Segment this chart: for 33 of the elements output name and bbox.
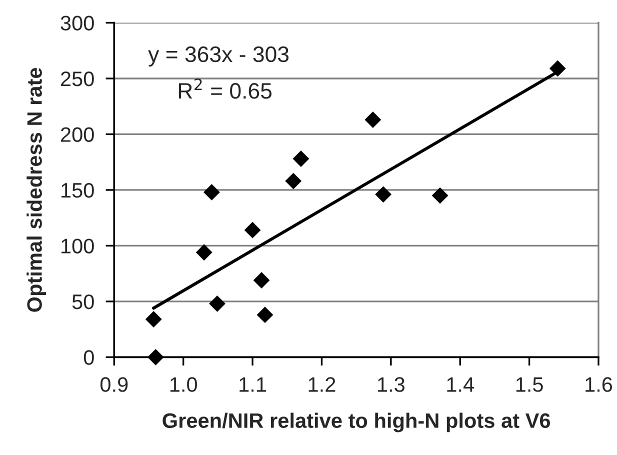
annotation: R$^{2}$ = 0.65 (178, 78, 272, 99)
point (285, 172, 302, 190)
y-tick-label: 300 (60, 16, 94, 31)
x-tick-label: 0.9 (100, 377, 128, 392)
point (209, 295, 226, 312)
x-axis-title: Green/NIR relative to high-N plots at V6 (162, 412, 550, 432)
y-tick-label: 200 (60, 127, 94, 142)
point (432, 187, 448, 204)
y-tick-label: 250 (60, 71, 94, 86)
point (203, 184, 220, 200)
point (292, 150, 310, 167)
x-tick-label: 1.5 (516, 377, 543, 392)
y-tick-label: 0 (84, 350, 94, 365)
point (375, 186, 392, 203)
x-tick-label: 1.4 (447, 377, 474, 392)
y-axis-title: Optimal sidedress N rate (26, 68, 46, 312)
point (549, 60, 566, 77)
x-tick-label: 1.1 (240, 377, 266, 392)
point (256, 306, 274, 324)
annotation: y = 363x - 303 (148, 46, 289, 67)
y-tick-label: 50 (72, 294, 94, 310)
y-tick-label: 150 (62, 182, 94, 198)
point (253, 272, 270, 288)
x-tick-label: 1.2 (308, 377, 336, 392)
point (244, 222, 261, 238)
y-tick-label: 100 (62, 238, 94, 254)
x-tick-label: 1.0 (170, 377, 198, 392)
x-tick-label: 1.6 (586, 377, 612, 392)
point (147, 348, 164, 366)
x-tick-label: 1.3 (378, 377, 404, 392)
point (196, 244, 212, 261)
point (364, 112, 382, 128)
point (145, 311, 162, 328)
